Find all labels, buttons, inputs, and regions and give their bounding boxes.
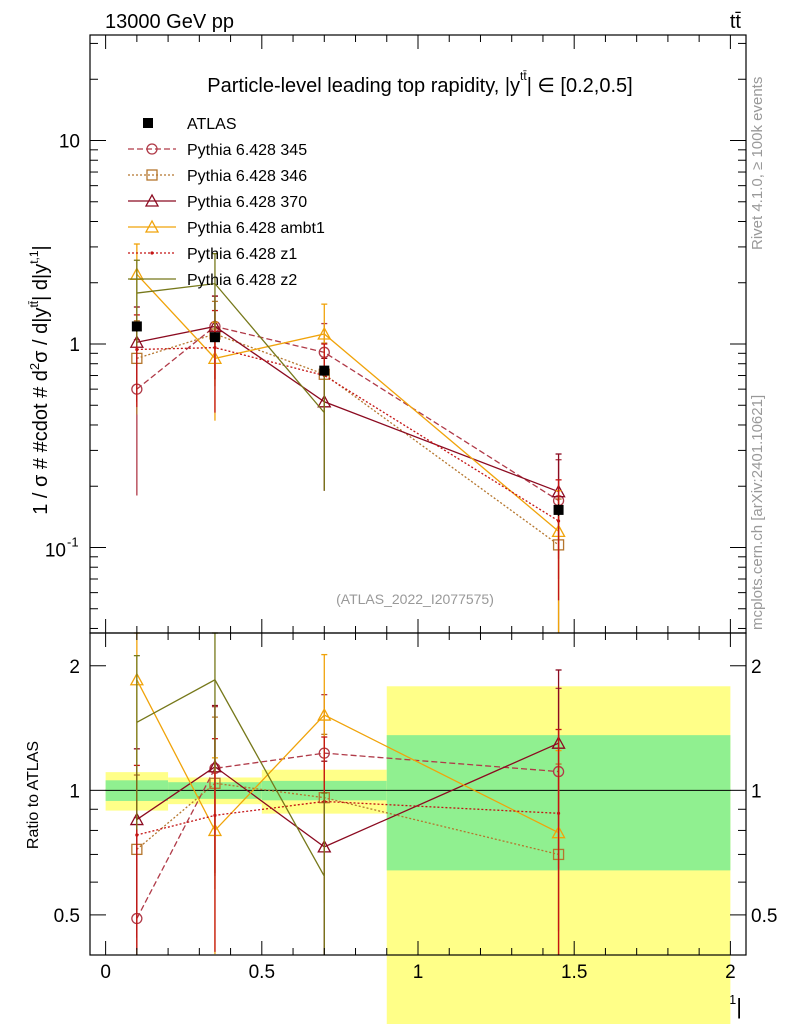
x-tick-label: 0.5 <box>249 962 275 983</box>
main-y-tick-exponent: -1 <box>67 534 79 549</box>
ratio-y-axis-title: Ratio to ATLAS <box>25 741 42 849</box>
xlabel-part2: | <box>736 994 742 1019</box>
legend-marker <box>144 219 160 233</box>
ratio-y-tick-label-right: 0.5 <box>751 906 777 927</box>
ratio-y-tick-label: 2 <box>69 657 80 678</box>
legend-label: Pythia 6.428 345 <box>187 142 307 159</box>
title-part1: Particle-level leading top rapidity, |y <box>207 75 520 97</box>
ylabel-part3: | d|y <box>30 264 52 301</box>
legend: ATLAS Pythia 6.428 345 Pythia 6.428 346 Pyt… <box>128 116 325 289</box>
mcplots-label: mcplots.cern.ch [arXiv:2401.10621] <box>749 395 766 630</box>
plot-title: Particle-level leading top rapidity, |yt… <box>207 69 632 97</box>
main-panel <box>129 243 566 633</box>
series-345-ratio-line <box>136 752 559 919</box>
main-y-axis-title: 1 / σ # #cdot # d2σ / d|ytt̄| d|yt,1| <box>27 245 52 515</box>
series-ambt1-ratio-line <box>136 679 559 834</box>
legend-atlas-marker <box>143 118 153 128</box>
x-tick-label: 0 <box>100 962 111 983</box>
ratio-y-tick-label-right: 1 <box>751 781 762 802</box>
x-tick-label: 1 <box>413 962 424 983</box>
main-y-tick-label: 1 <box>69 335 80 356</box>
legend-atlas-label: ATLAS <box>187 116 237 133</box>
atlas-data-point <box>209 332 220 343</box>
series-z1-line <box>136 346 559 522</box>
series-z1-ratio-point <box>556 811 561 815</box>
title-sup: tt̄ <box>520 69 527 83</box>
series-z1-point <box>556 519 561 523</box>
series-ambt1-line <box>136 273 559 532</box>
atlas-data-point <box>131 321 142 332</box>
series-346-ratio-line <box>136 782 559 856</box>
series-z1-point <box>135 347 139 352</box>
x-tick-label: 2 <box>725 962 736 983</box>
main-y-tick-label: 10 <box>59 132 80 153</box>
legend-marker <box>146 143 158 155</box>
legend-label: Pythia 6.428 370 <box>187 194 307 211</box>
ratio-y-tick-label-right: 2 <box>751 657 762 678</box>
series-ambt1-point <box>317 326 332 340</box>
series-z2-line <box>136 282 325 414</box>
ratio-y-tick-label: 1 <box>69 781 80 802</box>
legend-label: Pythia 6.428 346 <box>187 168 307 185</box>
series-z1-ratio-line <box>136 800 559 836</box>
header-right: tt̄ <box>730 11 742 33</box>
series-z1-ratio-point <box>135 833 139 837</box>
legend-label: Pythia 6.428 z1 <box>187 246 297 263</box>
ylabel-part4: | <box>30 245 52 250</box>
ylabel-sup1: tt̄ <box>27 300 41 307</box>
ylabel-sup2: t,1 <box>27 250 41 264</box>
series-345-line <box>136 325 559 502</box>
header-left: 13000 GeV pp <box>105 11 234 33</box>
series-z1-ratio-point <box>213 813 217 817</box>
rivet-label: Rivet 4.1.0, ≥ 100k events <box>749 77 766 250</box>
series-370-ratio-line <box>136 742 559 848</box>
main-y-tick-label: 10 <box>45 540 66 561</box>
legend-label: Pythia 6.428 ambt1 <box>187 220 325 237</box>
ratio-y-tick-label: 0.5 <box>54 906 80 927</box>
analysis-watermark: (ATLAS_2022_I2077575) <box>336 591 494 607</box>
ratio-panel <box>105 632 731 1024</box>
ylabel-power: 2 <box>27 363 42 370</box>
series-z2-ratio-line <box>136 678 325 877</box>
series-370-line <box>136 325 559 493</box>
legend-marker <box>144 193 160 207</box>
x-tick-label: 1.5 <box>561 962 587 983</box>
series-ambt1-ratio-point <box>317 707 332 721</box>
ylabel-part1: 1 / σ # #cdot # d <box>30 370 52 515</box>
atlas-data-point <box>553 504 564 515</box>
series-z1-point <box>213 346 217 350</box>
series-346-line <box>136 333 559 546</box>
ylabel-part2: σ / d|y <box>30 308 52 363</box>
legend-marker <box>150 251 154 255</box>
legend-marker <box>146 169 158 181</box>
legend-label: Pythia 6.428 z2 <box>187 272 297 289</box>
atlas-data-point <box>319 365 330 376</box>
title-part2: | ∈ [0.2,0.5] <box>527 75 633 97</box>
